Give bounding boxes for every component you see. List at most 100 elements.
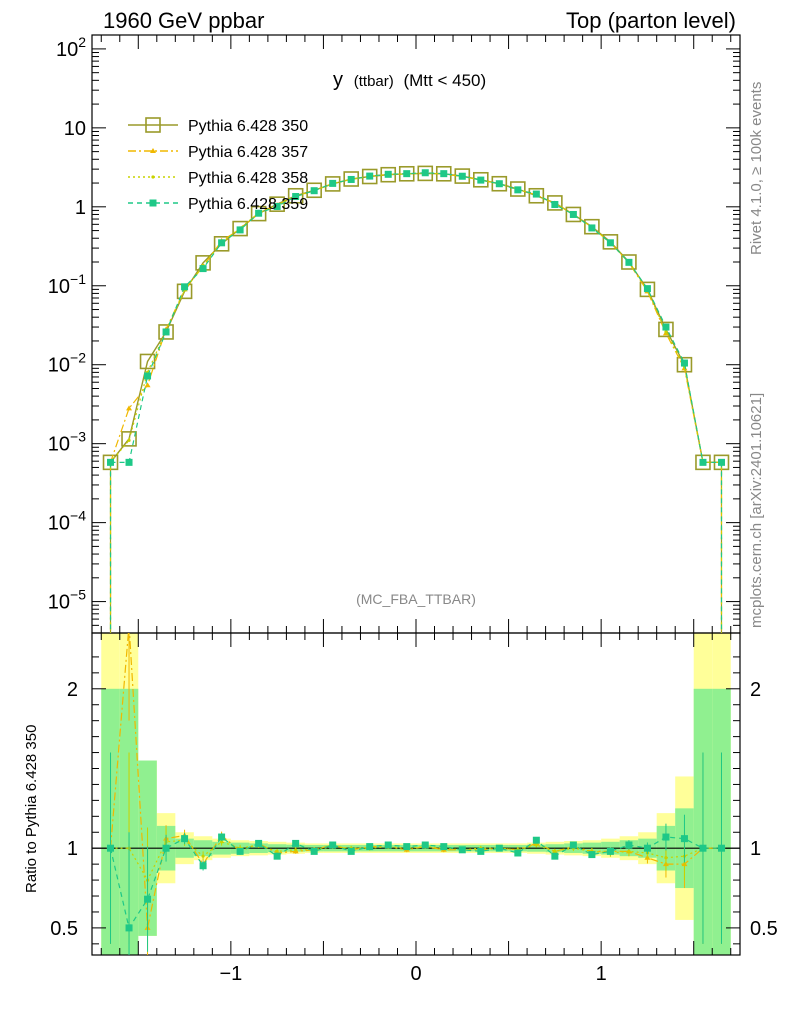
data-point	[421, 169, 429, 177]
data-point	[458, 172, 466, 180]
data-point	[588, 224, 596, 232]
data-point	[232, 220, 248, 237]
data-point	[717, 458, 725, 466]
ratio-line-3	[110, 839, 722, 882]
plot-title-rest: (Mtt < 450)	[403, 71, 486, 90]
data-point	[547, 195, 563, 211]
plot-title: y (ttbar) (Mtt < 450)	[333, 69, 486, 91]
ratio-series	[107, 622, 725, 955]
data-point	[158, 324, 174, 340]
legend-marker	[145, 117, 161, 133]
data-point	[181, 283, 189, 291]
y-tick-label: 10−1	[48, 271, 86, 298]
ratio-point	[181, 835, 189, 843]
x-tick-label: −1	[219, 963, 242, 985]
ratio-point	[458, 846, 466, 854]
ratio-point	[201, 854, 205, 858]
y-tick-exponent: −5	[70, 587, 86, 603]
ratio-point	[347, 847, 355, 855]
header-left: 1960 GeV ppbar	[103, 8, 264, 33]
y-tick-exponent: −3	[70, 429, 86, 445]
ratio-point	[329, 841, 337, 849]
data-point	[621, 254, 637, 270]
data-point	[347, 175, 355, 183]
data-point	[584, 218, 600, 235]
data-point	[532, 190, 540, 198]
rivet-label: Rivet 4.1.0, ≥ 100k events	[748, 82, 765, 255]
data-point	[361, 168, 378, 185]
analysis-watermark: (MC_FBA_TTBAR)	[356, 591, 476, 607]
y-tick-label: 10−5	[48, 587, 86, 614]
ratio-point	[126, 622, 132, 627]
data-point	[310, 187, 318, 195]
series-line-4	[110, 172, 722, 463]
x-tick-label: 1	[596, 963, 607, 985]
data-point	[255, 209, 263, 217]
data-point	[125, 458, 133, 466]
ratio-point	[627, 849, 631, 853]
y-tick-exponent: −2	[70, 350, 86, 366]
ratio-point	[569, 841, 577, 849]
data-point	[287, 187, 304, 204]
legend-label: Pythia 6.428 358	[188, 170, 308, 187]
data-point	[639, 281, 656, 298]
y-tick-base: 10	[48, 592, 70, 614]
series-line-1	[109, 172, 722, 464]
data-point	[625, 258, 633, 266]
ratio-point	[236, 847, 244, 855]
y-tick-base: 10	[48, 276, 70, 298]
data-point	[384, 170, 392, 178]
ratio-point	[255, 839, 263, 847]
y-tick-label: 102	[56, 34, 86, 61]
ratio-tick-label: 1	[67, 838, 78, 860]
data-point	[366, 172, 374, 180]
data-point	[495, 180, 503, 188]
data-point	[107, 458, 115, 466]
ratio-point	[514, 849, 522, 857]
ratio-line-2	[109, 633, 722, 929]
data-point	[343, 171, 360, 187]
ratio-line-4	[109, 836, 722, 930]
data-point	[144, 382, 151, 388]
ratio-point	[199, 862, 207, 870]
series-line-2	[109, 172, 722, 463]
data-point	[491, 175, 508, 192]
data-point	[236, 226, 244, 234]
ratio-point	[384, 841, 392, 849]
ratio-point	[421, 841, 429, 849]
ratio-point	[275, 849, 279, 853]
ratio-point	[534, 843, 538, 847]
data-point	[695, 454, 711, 471]
ratio-point	[699, 844, 707, 852]
data-point	[643, 285, 651, 293]
ratio-point	[440, 843, 448, 851]
y-tick-label: 10−3	[48, 429, 86, 456]
ratio-point	[107, 844, 115, 852]
data-point	[127, 438, 131, 443]
data-point	[565, 206, 582, 223]
data-point	[250, 205, 267, 222]
data-point	[126, 405, 133, 411]
legend: Pythia 6.428 350 Pythia 6.428 357 Pythia 6…	[128, 117, 308, 213]
ratio-point	[292, 839, 300, 847]
ratio-tick-label: 2	[67, 679, 78, 701]
legend-label: Pythia 6.428 359	[188, 196, 308, 213]
data-point	[199, 265, 207, 273]
ratio-point	[218, 833, 226, 841]
data-point	[662, 323, 670, 331]
ratio-point	[553, 849, 557, 853]
data-point	[403, 170, 411, 178]
data-point	[680, 359, 688, 367]
data-point	[514, 186, 522, 194]
legend-label: Pythia 6.428 357	[188, 144, 308, 161]
data-point	[144, 372, 152, 380]
data-point	[324, 176, 341, 192]
ratio-point	[403, 843, 411, 851]
ratio-point	[366, 843, 374, 851]
ratio-point	[495, 844, 503, 852]
data-point	[472, 171, 489, 188]
series-line-3	[110, 172, 722, 463]
data-point	[602, 234, 619, 250]
legend-marker	[151, 175, 155, 179]
